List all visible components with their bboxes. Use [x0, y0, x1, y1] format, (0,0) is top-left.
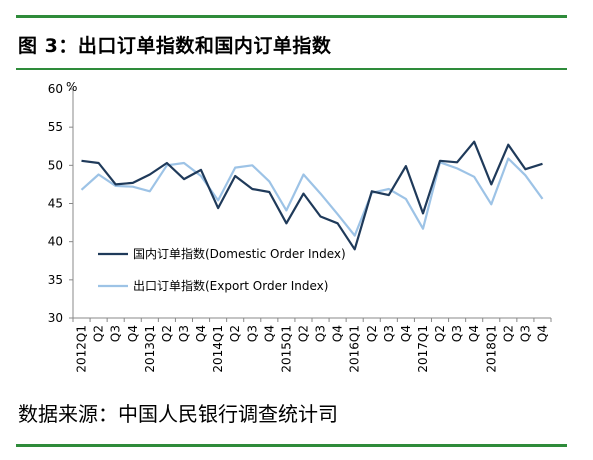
x-tick-label: Q3 [245, 325, 259, 342]
x-tick-label: 2018Q1 [484, 325, 498, 373]
series-lines [80, 140, 544, 251]
x-tick-label: 2015Q1 [279, 325, 293, 373]
x-tick-label: Q4 [535, 325, 549, 342]
bottom-rule [16, 444, 567, 447]
x-tick-label: Q4 [399, 325, 413, 342]
x-tick-label: 2012Q1 [75, 325, 89, 373]
y-unit-label: % [66, 80, 77, 94]
x-tick-label: 2014Q1 [211, 325, 225, 373]
x-tick-label: Q3 [382, 325, 396, 342]
title-underline [16, 68, 567, 70]
legend: 国内订单指数(Domestic Order Index) 出口订单指数(Expor… [98, 246, 346, 293]
x-tick-label: 2016Q1 [348, 325, 362, 373]
domestic-series-line [81, 140, 543, 251]
x-tick-label: Q2 [92, 325, 106, 342]
x-tick-label: Q2 [365, 325, 379, 342]
x-tick-label: Q2 [228, 325, 242, 342]
y-tick-label: 40 [48, 235, 63, 249]
x-tick-label: Q4 [467, 325, 481, 342]
y-tick-label: 45 [48, 197, 63, 211]
x-tick-label: Q3 [450, 325, 464, 342]
x-tick-label: 2013Q1 [143, 325, 157, 373]
legend-label: 出口订单指数(Export Order Index) [133, 278, 328, 293]
y-tick-label: 50 [48, 158, 63, 172]
top-rule [16, 15, 567, 18]
x-tick-label: Q2 [433, 325, 447, 342]
figure-title: 图 3：出口订单指数和国内订单指数 [18, 35, 332, 57]
y-tick-label: 30 [48, 311, 63, 325]
x-tick-label: Q4 [262, 325, 276, 342]
y-tick-label: 60 [48, 82, 63, 96]
x-tick-label: Q2 [296, 325, 310, 342]
x-tick-label: Q4 [126, 325, 140, 342]
x-tick-label: Q4 [331, 325, 345, 342]
x-tick-label: Q3 [518, 325, 532, 342]
y-tick-label: 55 [48, 120, 63, 134]
y-tick-label: 35 [48, 273, 63, 287]
y-axis: 30 35 40 45 50 55 60% [48, 80, 78, 325]
x-tick-label: 2017Q1 [416, 325, 430, 373]
x-tick-label: Q3 [177, 325, 191, 342]
x-axis: 2012Q1 Q2 Q3 Q4 2013Q1 Q2 Q3 Q4 2014Q1 Q2 Q3 Q4 2015… [72, 317, 552, 373]
legend-label: 国内订单指数(Domestic Order Index) [133, 246, 346, 261]
source-note: 数据来源：中国人民银行调查统计司 [18, 402, 338, 426]
x-tick-label: Q2 [160, 325, 174, 342]
x-tick-label: Q3 [109, 325, 123, 342]
export-series-line [80, 157, 544, 237]
x-tick-label: Q3 [314, 325, 328, 342]
x-tick-label: Q4 [194, 325, 208, 342]
x-tick-label: Q2 [501, 325, 515, 342]
